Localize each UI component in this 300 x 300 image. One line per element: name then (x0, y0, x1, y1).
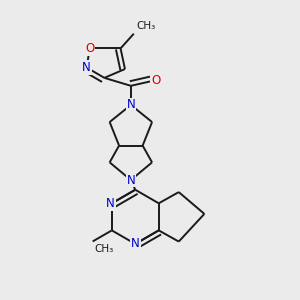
Text: N: N (127, 98, 135, 111)
Text: CH₃: CH₃ (94, 244, 113, 254)
Text: N: N (127, 173, 135, 187)
Text: N: N (106, 197, 115, 210)
Text: N: N (82, 61, 91, 74)
Text: O: O (85, 42, 94, 55)
Text: CH₃: CH₃ (137, 21, 156, 31)
Text: O: O (151, 74, 160, 87)
Text: N: N (131, 237, 140, 250)
